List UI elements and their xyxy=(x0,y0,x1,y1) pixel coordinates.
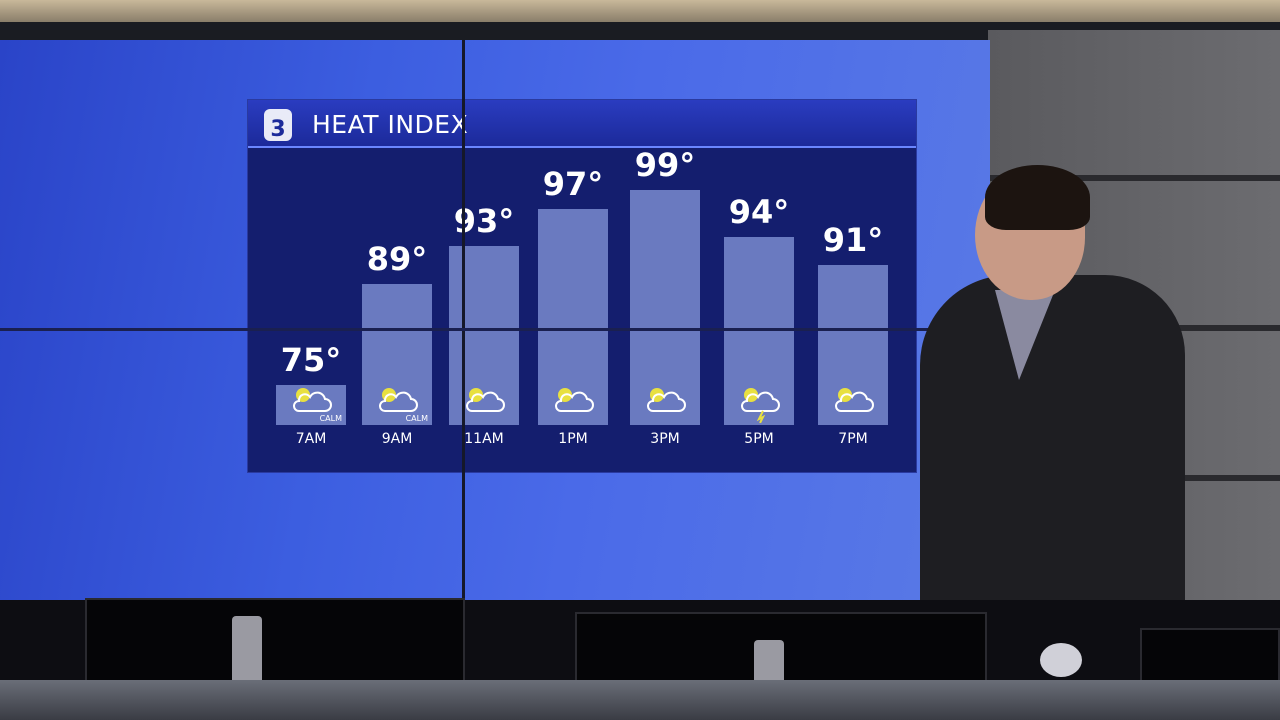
wind-label: CALM xyxy=(319,414,342,423)
bar-column: 94° 5PM xyxy=(724,100,794,447)
wall-seam xyxy=(0,328,990,331)
graphic-header: 3 HEAT INDEX xyxy=(248,100,916,148)
bar: CALM xyxy=(362,284,432,425)
desk-surface xyxy=(0,680,1280,720)
value-label: 91° xyxy=(822,221,884,260)
value-label: 94° xyxy=(728,193,790,231)
mostly-cloudy-icon xyxy=(831,383,875,415)
time-label: 7PM xyxy=(838,431,868,447)
value-label: 89° xyxy=(366,240,428,278)
value-label: 99° xyxy=(634,146,696,184)
partly-cloudy-icon xyxy=(462,383,506,415)
partly-cloudy-icon xyxy=(289,383,333,415)
station-logo: 3 xyxy=(260,106,300,144)
bar xyxy=(449,246,519,425)
time-label: 3PM xyxy=(650,431,680,447)
time-label: 7AM xyxy=(295,431,327,447)
value-label: 75° xyxy=(280,341,342,379)
wall-panel-line xyxy=(988,175,1280,181)
chart-title: HEAT INDEX xyxy=(312,110,469,139)
time-label: 9AM xyxy=(381,431,413,447)
presenter-hair xyxy=(985,165,1090,230)
mostly-cloudy-icon xyxy=(643,383,687,415)
bar-column: 93° 11AM xyxy=(449,100,519,447)
bar xyxy=(818,265,888,425)
wind-label: CALM xyxy=(405,414,428,423)
bar-column: 99° 3PM xyxy=(630,100,700,447)
bar-column: CALM 89° 9AM xyxy=(362,100,432,447)
value-label: 97° xyxy=(542,164,604,203)
bar-column: 97° 1PM xyxy=(538,100,608,447)
bar xyxy=(724,237,794,425)
thunderstorm-icon xyxy=(737,383,781,424)
bar-column: CALM 75° 7AM xyxy=(276,100,346,447)
studio-ceiling xyxy=(0,0,1280,22)
time-label: 1PM xyxy=(558,431,588,447)
svg-text:3: 3 xyxy=(270,117,285,142)
value-label: 93° xyxy=(453,202,515,241)
computer-mouse xyxy=(1040,643,1082,677)
wall-seam xyxy=(462,40,465,625)
mostly-sunny-icon xyxy=(375,383,419,415)
time-label: 11AM xyxy=(464,431,504,447)
bar xyxy=(538,208,608,425)
time-label: 5PM xyxy=(744,431,774,447)
heat-index-graphic: 3 HEAT INDEX CALM 75° 7AM CALM 89° 9AM 93° 11AM… xyxy=(248,100,916,472)
partly-cloudy-icon xyxy=(551,383,595,415)
bar xyxy=(630,190,700,425)
bar: CALM xyxy=(276,385,346,425)
bar-column: 91° 7PM xyxy=(818,100,888,447)
